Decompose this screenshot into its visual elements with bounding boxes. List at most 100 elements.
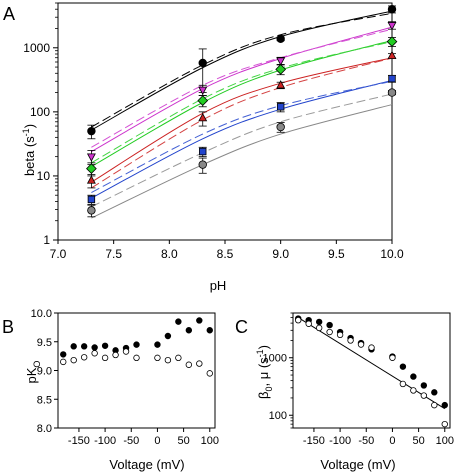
panel-c-data-point bbox=[431, 401, 438, 409]
panel-b-data-point bbox=[185, 361, 193, 368]
panel-b-data-point bbox=[122, 348, 130, 355]
panel-c-data-point bbox=[357, 341, 365, 348]
panel-a-y-tick-label: 1 bbox=[43, 233, 50, 247]
panel-c-data-point bbox=[399, 380, 407, 388]
panel-b-x-tick-label: 50 bbox=[177, 435, 189, 447]
panel-a-data-point bbox=[387, 88, 397, 97]
panel-c-data-point bbox=[399, 363, 407, 370]
panel-a-fit-dashed-line bbox=[91, 28, 393, 148]
panel-c-y-axis-label: β0, μ (s-1) bbox=[255, 345, 274, 399]
panel-a-y-tick-label: 10 bbox=[37, 169, 51, 183]
panel-c-data-point bbox=[305, 320, 312, 327]
panel-c-y-axis-label-sub: 0 bbox=[264, 387, 274, 392]
panel-c-x-tick-label: 0 bbox=[389, 435, 395, 447]
panel-a-data-point bbox=[197, 95, 209, 106]
panel-b-data-point bbox=[196, 360, 203, 367]
panel-a-fit-dashed-line bbox=[91, 57, 393, 189]
panel-c-data-point bbox=[336, 331, 344, 339]
panel-b-data-point bbox=[80, 354, 88, 361]
panel-c-y-tick-label: 1000 bbox=[263, 353, 287, 365]
panel-b-data-point bbox=[154, 354, 161, 362]
panel-b-data-point bbox=[60, 351, 67, 358]
panel-a-x-tick-label: 9.5 bbox=[328, 247, 345, 261]
panel-a-fit-solid-line bbox=[91, 57, 393, 183]
panel-a-data-point bbox=[276, 80, 286, 89]
panel-a-x-tick-label: 9.0 bbox=[272, 247, 289, 261]
panel-c-data-point bbox=[389, 354, 396, 361]
panel-a-x-axis-label: pH bbox=[210, 278, 227, 293]
panel-a-fit-dashed-line bbox=[91, 12, 393, 128]
panel-a-fit-solid-line bbox=[91, 26, 393, 153]
panel-c-data-point bbox=[431, 389, 438, 396]
panel-a-y-axis-label-sup: -1 bbox=[21, 128, 31, 136]
panel-a-data-point bbox=[387, 50, 397, 59]
panel-b-y-tick-label: 8.5 bbox=[37, 394, 52, 406]
panel-a-data-point bbox=[86, 163, 97, 174]
panel-b-y-tick-label: 9.5 bbox=[37, 337, 52, 349]
panel-b-data-point bbox=[175, 318, 182, 325]
panel-b-y-tick-label: 8.0 bbox=[37, 423, 52, 435]
panel-b-data-point bbox=[196, 317, 203, 324]
panel-a-x-tick-label: 7.5 bbox=[105, 247, 122, 261]
panel-b-x-tick-label: 100 bbox=[201, 435, 219, 447]
panel-a-fit-solid-line bbox=[91, 79, 393, 199]
panel-a-data-point bbox=[388, 74, 396, 83]
panel-a-data-point bbox=[276, 122, 285, 132]
panel-b-x-tick-label: -100 bbox=[94, 435, 116, 447]
panel-b-data-point bbox=[112, 351, 119, 359]
panel-c-data-point bbox=[410, 387, 417, 394]
panel-a-y-axis-label-main: beta (s bbox=[22, 136, 37, 176]
panel-a-y-tick-label: 100 bbox=[30, 105, 50, 119]
panel-a-data-point bbox=[276, 57, 286, 66]
panel-label-a: A bbox=[3, 4, 15, 24]
panel-c-x-axis-label: Voltage (mV) bbox=[320, 457, 395, 472]
panel-label-b: B bbox=[2, 317, 14, 337]
panel-b-data-point bbox=[206, 327, 213, 334]
panel-c-y-axis-label-rest: , μ (s bbox=[256, 357, 271, 387]
panel-a-data-point bbox=[87, 195, 96, 204]
panel-b-y-axis-label: pKO bbox=[24, 361, 42, 384]
panel-c-y-axis-label-beta: β bbox=[256, 392, 271, 399]
panel-b-data-point bbox=[80, 343, 88, 350]
panel-a-data-point bbox=[276, 103, 285, 111]
panel-a-data-point bbox=[198, 112, 208, 122]
panel-b-x-tick-label: 0 bbox=[154, 435, 160, 447]
panel-c-data-point bbox=[420, 392, 428, 399]
panel-b-data-point bbox=[206, 370, 213, 377]
panel-c-x-tick-label: 100 bbox=[436, 435, 454, 447]
panel-c-data-point bbox=[368, 344, 375, 351]
panel-a-fit-solid-line bbox=[91, 104, 393, 219]
panel-c-y-tick-label: 100 bbox=[269, 410, 287, 422]
panel-a-data-point bbox=[276, 34, 285, 44]
panel-b-data-point bbox=[185, 327, 193, 334]
panel-a-plot-frame bbox=[57, 2, 393, 241]
panel-c-fit-line bbox=[297, 317, 446, 410]
panel-c-data-point bbox=[441, 401, 448, 409]
panel-b-data-point bbox=[175, 354, 182, 362]
panel-c-data-point bbox=[315, 318, 323, 326]
panel-a-data-point bbox=[198, 58, 207, 68]
panel-a-data-point bbox=[87, 206, 96, 215]
panel-b-y-axis-label-sub: O bbox=[32, 361, 42, 368]
panel-b-y-tick-label: 10.0 bbox=[31, 308, 52, 320]
chart-panel-a: 7.0 7.5 8.0 8.5 9.0 9.5 10.0 1 10 100 1000 bbox=[23, 2, 404, 261]
panel-a-data-point bbox=[386, 36, 398, 47]
panel-a-fit-dashed-line bbox=[91, 80, 393, 194]
panel-c-x-tick-label: -100 bbox=[329, 435, 351, 447]
panel-b-data-point bbox=[164, 356, 172, 364]
panel-b-data-point bbox=[101, 342, 109, 349]
panel-b-data-point bbox=[70, 343, 77, 350]
panel-b-x-tick-label: -50 bbox=[123, 435, 139, 447]
panel-b-y-tick-label: 9.0 bbox=[37, 366, 52, 378]
chart-panel-c: -150 -100 -50 0 50 100 100 1000 bbox=[263, 312, 454, 447]
panel-label-c: C bbox=[235, 317, 248, 337]
panel-c-y-axis-label-close: ) bbox=[256, 345, 271, 349]
panel-b-data-point bbox=[91, 350, 98, 357]
panel-a-y-tick-label: 1000 bbox=[23, 41, 50, 55]
panel-c-x-tick-label: -150 bbox=[303, 435, 325, 447]
panel-b-data-point bbox=[133, 354, 140, 362]
chart-panel-b: -150 -100 -50 0 50 100 8.0 8.5 9.0 9.5 10.0 bbox=[31, 308, 219, 447]
panel-c-x-tick-label: 50 bbox=[412, 435, 424, 447]
panel-a-data-point bbox=[387, 5, 397, 14]
